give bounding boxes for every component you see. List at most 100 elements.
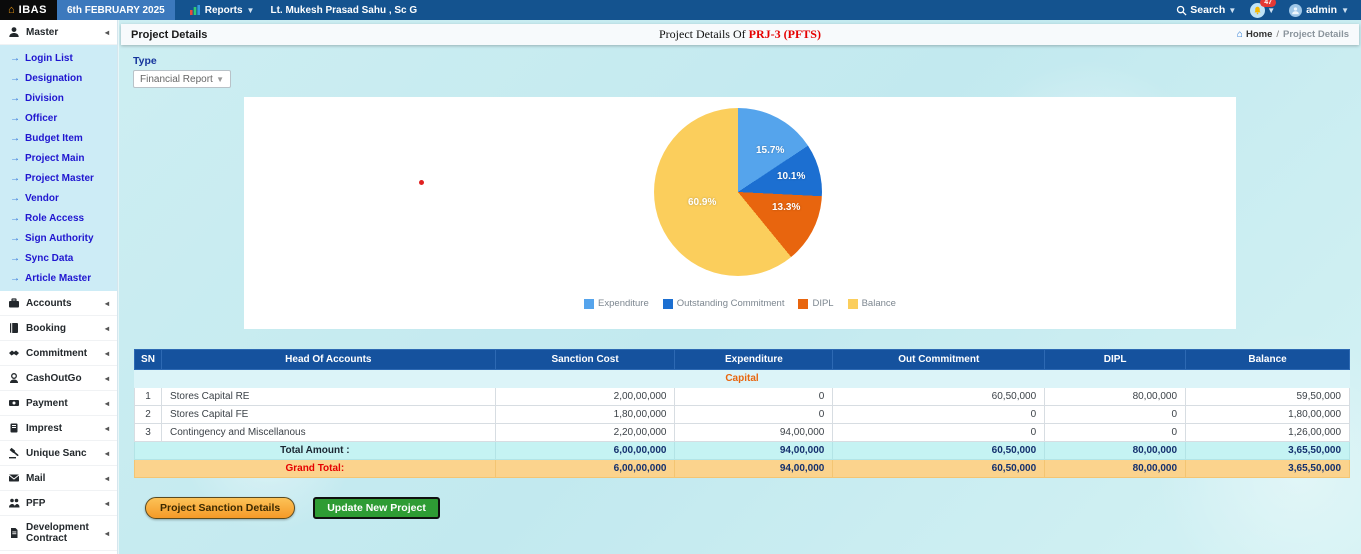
sidebar-item-label: Development Contract	[26, 522, 89, 544]
sidebar-item-imprest[interactable]: Imprest ◂	[0, 416, 117, 441]
sidebar-item-payment[interactable]: Payment ◂	[0, 391, 117, 416]
pie-chart[interactable]	[654, 108, 822, 276]
bar-chart-icon	[189, 5, 200, 15]
ledger-icon	[8, 422, 20, 434]
sidebar-item-development-contract[interactable]: Development Contract ◂	[0, 516, 117, 551]
arrow-right-icon: →	[10, 132, 20, 144]
sidebar-item-cashoutgo[interactable]: CashOutGo ◂	[0, 366, 117, 391]
update-new-project-button[interactable]: Update New Project	[313, 497, 440, 519]
cell-expenditure: 0	[674, 405, 834, 424]
sidebar-item-label: Commitment	[26, 347, 88, 359]
search-menu[interactable]: Search ▼	[1176, 4, 1236, 16]
chevron-left-icon: ◂	[104, 373, 109, 383]
total-dipl: 80,00,000	[1044, 441, 1187, 460]
gavel-icon	[8, 447, 20, 459]
sidebar-item-label: CashOutGo	[26, 372, 82, 384]
cell-dipl: 0	[1044, 405, 1187, 424]
sidebar-item-master[interactable]: Master ◂	[0, 20, 117, 45]
chevron-down-icon: ▼	[246, 5, 255, 15]
chevron-left-icon: ◂	[104, 27, 109, 37]
sidebar-item-project-master[interactable]: → Project Master	[0, 168, 117, 188]
sidebar-item-pfp[interactable]: PFP ◂	[0, 491, 117, 516]
table-header-row: SN Head Of Accounts Sanction Cost Expend…	[134, 349, 1350, 370]
chevron-left-icon: ◂	[104, 348, 109, 358]
group-row-capital: Capital	[134, 369, 1350, 388]
sidebar-item-accounts[interactable]: Accounts ◂	[0, 291, 117, 316]
sidebar-item-label: Mail	[26, 472, 46, 484]
sidebar-item-designation[interactable]: → Designation	[0, 68, 117, 88]
sidebar-item-budget-item[interactable]: → Budget Item	[0, 128, 117, 148]
admin-menu[interactable]: admin ▼	[1289, 3, 1349, 17]
sidebar-item-login-list[interactable]: → Login List	[0, 48, 117, 68]
cell-sn: 1	[134, 387, 162, 406]
legend-swatch	[798, 298, 809, 309]
arrow-right-icon: →	[10, 152, 20, 164]
table-row[interactable]: 3 Contingency and Miscellanous 2,20,00,0…	[134, 423, 1350, 442]
cell-out-commitment: 0	[832, 405, 1046, 424]
arrow-right-icon: →	[10, 52, 20, 64]
center-title: Project Details Of PRJ-3 (PFTS)	[121, 27, 1359, 42]
grand-total-dipl: 80,00,000	[1044, 459, 1187, 478]
cash-out-icon	[8, 372, 20, 384]
col-header-dipl: DIPL	[1044, 349, 1187, 370]
sidebar-item-officer[interactable]: → Officer	[0, 108, 117, 128]
logged-user-name: Lt. Mukesh Prasad Sahu , Sc G	[270, 4, 418, 16]
total-balance: 3,65,50,000	[1185, 441, 1350, 460]
table-row[interactable]: 2 Stores Capital FE 1,80,00,000 0 0 0 1,…	[134, 405, 1350, 424]
brand-logo[interactable]: ⌂ IBAS	[0, 0, 57, 20]
sidebar-item-sign-authority[interactable]: → Sign Authority	[0, 228, 117, 248]
table-row[interactable]: 1 Stores Capital RE 2,00,00,000 0 60,50,…	[134, 387, 1350, 406]
sidebar-item-project-main[interactable]: → Project Main	[0, 148, 117, 168]
reports-menu[interactable]: Reports ▼	[189, 4, 255, 16]
cell-sn: 3	[134, 423, 162, 442]
cell-dipl: 0	[1044, 423, 1187, 442]
chevron-left-icon: ◂	[104, 298, 109, 308]
cell-balance: 59,50,000	[1185, 387, 1350, 406]
sidebar-item-mail[interactable]: Mail ◂	[0, 466, 117, 491]
grand-total-out-commitment: 60,50,000	[832, 459, 1046, 478]
chevron-down-icon: ▼	[216, 74, 224, 84]
search-icon	[1177, 5, 1187, 16]
col-header-out-commitment: Out Commitment	[832, 349, 1046, 370]
legend-item-expenditure[interactable]: Expenditure	[584, 298, 649, 309]
sidebar-item-label: Accounts	[26, 297, 72, 309]
cell-dipl: 80,00,000	[1044, 387, 1187, 406]
sidebar-item-sync-data[interactable]: → Sync Data	[0, 248, 117, 268]
project-sanction-details-button[interactable]: Project Sanction Details	[145, 497, 296, 519]
grand-total-row: Grand Total: 6,00,00,000 94,00,000 60,50…	[134, 459, 1350, 478]
breadcrumb: ⌂ Home / Project Details	[1237, 29, 1349, 40]
type-select[interactable]: Financial Report ▼	[133, 70, 231, 88]
col-header-sanction-cost: Sanction Cost	[494, 349, 676, 370]
sidebar-item-commitment[interactable]: Commitment ◂	[0, 341, 117, 366]
submenu-label: Vendor	[25, 192, 59, 204]
arrow-right-icon: →	[10, 92, 20, 104]
legend-swatch	[847, 298, 858, 309]
page-title: Project Details	[131, 28, 208, 41]
breadcrumb-home-link[interactable]: ⌂ Home	[1237, 29, 1272, 40]
legend-swatch	[584, 298, 595, 309]
legend-item-outstanding-commitment[interactable]: Outstanding Commitment	[662, 298, 784, 309]
col-header-expenditure: Expenditure	[674, 349, 834, 370]
page-title-bar: Project Details Project Details Of PRJ-3…	[121, 24, 1359, 45]
cell-sanction: 2,20,00,000	[494, 423, 676, 442]
grand-total-label: Grand Total:	[134, 459, 496, 478]
sidebar-item-article-master[interactable]: → Article Master	[0, 268, 117, 288]
notifications-menu[interactable]: 47 ▼	[1250, 0, 1277, 18]
grand-total-expenditure: 94,00,000	[674, 459, 834, 478]
legend-swatch	[662, 298, 673, 309]
document-icon	[8, 527, 20, 539]
sidebar-item-vendor[interactable]: → Vendor	[0, 188, 117, 208]
sidebar-item-role-access[interactable]: → Role Access	[0, 208, 117, 228]
legend-item-balance[interactable]: Balance	[847, 298, 896, 309]
arrow-right-icon: →	[10, 252, 20, 264]
sidebar-item-division[interactable]: → Division	[0, 88, 117, 108]
sidebar-item-unique-sanc[interactable]: Unique Sanc ◂	[0, 441, 117, 466]
type-select-value: Financial Report	[140, 73, 213, 85]
col-header-head-of-accounts: Head Of Accounts	[160, 349, 496, 370]
top-header-bar: ⌂ IBAS 6th FEBRUARY 2025 Reports ▼ Lt. M…	[0, 0, 1361, 20]
legend-item-dipl[interactable]: DIPL	[798, 298, 834, 309]
col-header-sn: SN	[134, 349, 162, 370]
arrow-right-icon: →	[10, 172, 20, 184]
brand-name: IBAS	[18, 4, 47, 16]
sidebar-item-booking[interactable]: Booking ◂	[0, 316, 117, 341]
